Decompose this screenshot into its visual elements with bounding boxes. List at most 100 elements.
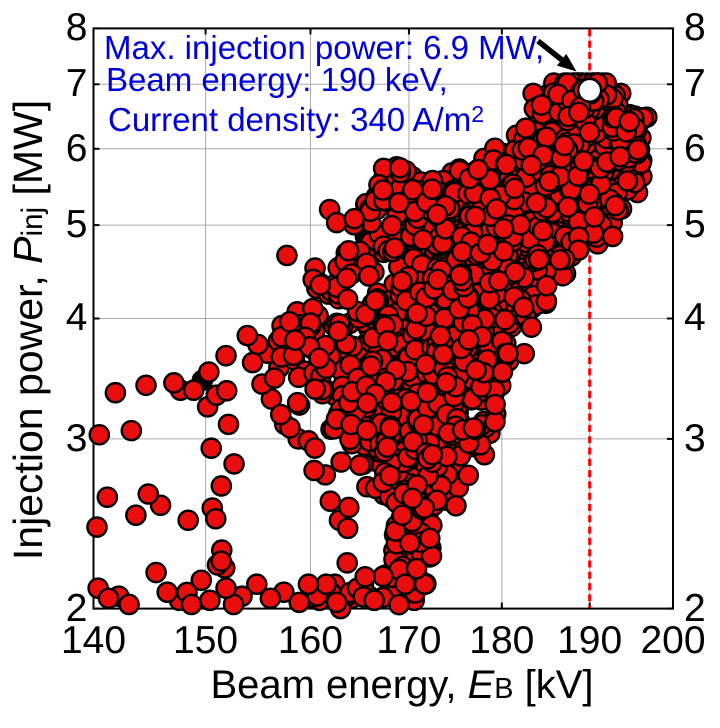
- scatter-point: [494, 308, 516, 331]
- scatter-point: [336, 552, 358, 574]
- scatter-point: [504, 261, 526, 283]
- scatter-point: [535, 126, 558, 149]
- scatter-point: [626, 138, 649, 161]
- scatter-point: [567, 101, 590, 124]
- scatter-point: [118, 593, 140, 616]
- scatter-point: [553, 134, 576, 157]
- scatter-point: [578, 121, 601, 144]
- scatter-point: [391, 504, 413, 527]
- x-axis-title: Beam energy, EB [kV]: [210, 662, 594, 707]
- scatter-point: [376, 436, 399, 459]
- scatter-point: [325, 211, 348, 234]
- scatter-point: [497, 342, 519, 365]
- scatter-point: [406, 302, 428, 325]
- scatter-point: [457, 329, 480, 351]
- scatter-point: [355, 419, 378, 442]
- scatter-point: [304, 378, 326, 400]
- scatter-point: [372, 565, 394, 588]
- scatter-point: [376, 330, 399, 352]
- scatter-point: [457, 464, 480, 487]
- scatter-point: [462, 417, 485, 439]
- scatter-point: [485, 198, 508, 220]
- scatter-point: [269, 403, 292, 426]
- y-tick-label-left: 3: [65, 416, 88, 460]
- scatter-point: [263, 367, 286, 389]
- y-tick-label-right: 8: [684, 6, 706, 50]
- scatter-point: [125, 504, 147, 527]
- scatter-point: [520, 154, 543, 177]
- annotation-line-2: Beam energy: 190 keV,: [106, 60, 448, 98]
- scatter-point: [182, 379, 205, 402]
- scatter-point: [572, 150, 595, 172]
- scatter-point: [137, 483, 160, 505]
- x-tick-label: 180: [469, 618, 535, 662]
- y-tick-label-right: 2: [684, 586, 706, 630]
- scatter-point: [380, 214, 403, 237]
- scatter-point: [319, 490, 342, 513]
- scatter-point: [259, 587, 282, 610]
- scatter-point: [449, 264, 471, 287]
- scatter-point: [421, 443, 444, 466]
- y-tick-label-left: 6: [65, 126, 88, 170]
- scatter-point: [180, 593, 203, 616]
- scatter-point: [383, 237, 406, 259]
- scatter-point: [343, 207, 366, 230]
- max-point-marker: [576, 77, 603, 104]
- scatter-point: [414, 353, 437, 376]
- scatter-point: [389, 156, 411, 179]
- x-tick-label: 150: [173, 618, 239, 662]
- scatter-point: [451, 240, 473, 263]
- annotation-line-3: Current density: 340 A/m2: [108, 100, 485, 138]
- scatter-point: [104, 381, 127, 404]
- scatter-point: [156, 581, 179, 603]
- scatter-point: [337, 496, 360, 519]
- scatter-point: [464, 205, 487, 228]
- scatter-point: [609, 145, 631, 168]
- scatter-point: [379, 464, 401, 487]
- scatter-point: [276, 244, 298, 267]
- scatter-point: [405, 557, 428, 580]
- scatter-point: [604, 194, 627, 217]
- scatter-point: [315, 573, 338, 596]
- scatter-point: [86, 516, 108, 538]
- scatter-point: [217, 413, 240, 436]
- scatter-point: [530, 94, 553, 116]
- scatter-point: [467, 158, 489, 181]
- y-tick-label-right: 6: [684, 126, 706, 170]
- scatter-point: [515, 117, 537, 139]
- x-tick-label: 170: [376, 618, 442, 662]
- scatter-point: [278, 310, 301, 333]
- scatter-point: [399, 532, 421, 554]
- scatter-point: [198, 361, 220, 383]
- scatter-point: [601, 225, 624, 248]
- scatter-point: [426, 203, 448, 226]
- scatter-point: [429, 325, 452, 347]
- scatter-point: [210, 475, 233, 497]
- scatter-point: [177, 509, 199, 532]
- y-tick-label-left: 5: [65, 203, 88, 246]
- scatter-point: [388, 593, 410, 616]
- annotation-arrow-head: [556, 53, 577, 72]
- scatter-point: [578, 183, 601, 205]
- scatter-point: [215, 577, 237, 599]
- scatter-point: [210, 550, 233, 572]
- scatter-point: [418, 527, 441, 550]
- y-tick-label-left: 7: [65, 62, 88, 106]
- scatter-point: [288, 591, 311, 614]
- scatter-point: [88, 423, 111, 446]
- scatter-point: [97, 587, 120, 610]
- y-tick-label-right: 7: [684, 62, 706, 106]
- scatter-point: [286, 391, 309, 414]
- scatter-point: [495, 153, 518, 176]
- scatter-point: [337, 239, 360, 262]
- scatter-point: [120, 419, 143, 442]
- scatter-point: [525, 191, 548, 214]
- y-tick-label-left: 8: [65, 6, 88, 50]
- scatter-point: [618, 110, 641, 133]
- scatter-point: [401, 487, 424, 510]
- scatter-point: [223, 453, 245, 475]
- scatter-point: [325, 591, 348, 614]
- scatter-point: [380, 391, 403, 414]
- scatter-point: [354, 565, 376, 588]
- x-tick-label: 190: [557, 618, 623, 662]
